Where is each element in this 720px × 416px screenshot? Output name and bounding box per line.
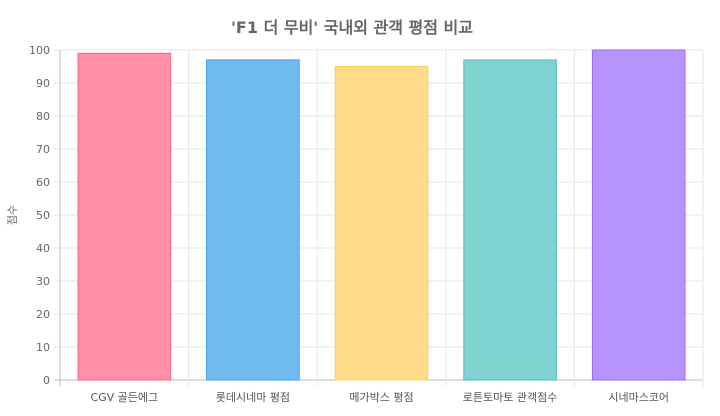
bar[interactable] bbox=[206, 59, 300, 381]
chart-title: 'F1 더 무비' 국내외 관객 평점 비교 bbox=[231, 18, 473, 37]
x-tick-label: 시네마스코어 bbox=[608, 391, 669, 404]
y-tick-label: 40 bbox=[36, 242, 50, 255]
bar[interactable] bbox=[591, 49, 686, 381]
bar[interactable] bbox=[77, 52, 172, 381]
bar[interactable] bbox=[334, 66, 429, 381]
x-tick-label: 메가박스 평점 bbox=[349, 391, 413, 404]
y-tick-label: 0 bbox=[43, 374, 50, 387]
y-tick-label: 90 bbox=[36, 77, 50, 90]
y-tick-label: 60 bbox=[36, 176, 50, 189]
x-tick-label: 로튼토마토 관객점수 bbox=[463, 391, 558, 404]
y-tick-label: 50 bbox=[36, 209, 50, 222]
x-tick-label: 롯데시네마 평점 bbox=[216, 391, 290, 404]
y-tick-label: 100 bbox=[29, 44, 50, 57]
bars bbox=[77, 49, 686, 381]
y-tick-label: 20 bbox=[36, 308, 50, 321]
x-axis-labels: CGV 골든에그 롯데시네마 평점 메가박스 평점 로튼토마토 관객점수 시네마스코어 bbox=[90, 391, 669, 404]
y-axis-title: 점수 bbox=[6, 205, 19, 225]
bar[interactable] bbox=[463, 59, 557, 381]
y-tick-label: 30 bbox=[36, 275, 50, 288]
y-axis-ticks: 0 10 20 30 40 50 60 70 80 90 100 bbox=[29, 44, 50, 387]
y-tick-label: 70 bbox=[36, 143, 50, 156]
y-tick-label: 10 bbox=[36, 341, 50, 354]
y-tick-label: 80 bbox=[36, 110, 50, 123]
x-tick-label: CGV 골든에그 bbox=[90, 391, 158, 404]
